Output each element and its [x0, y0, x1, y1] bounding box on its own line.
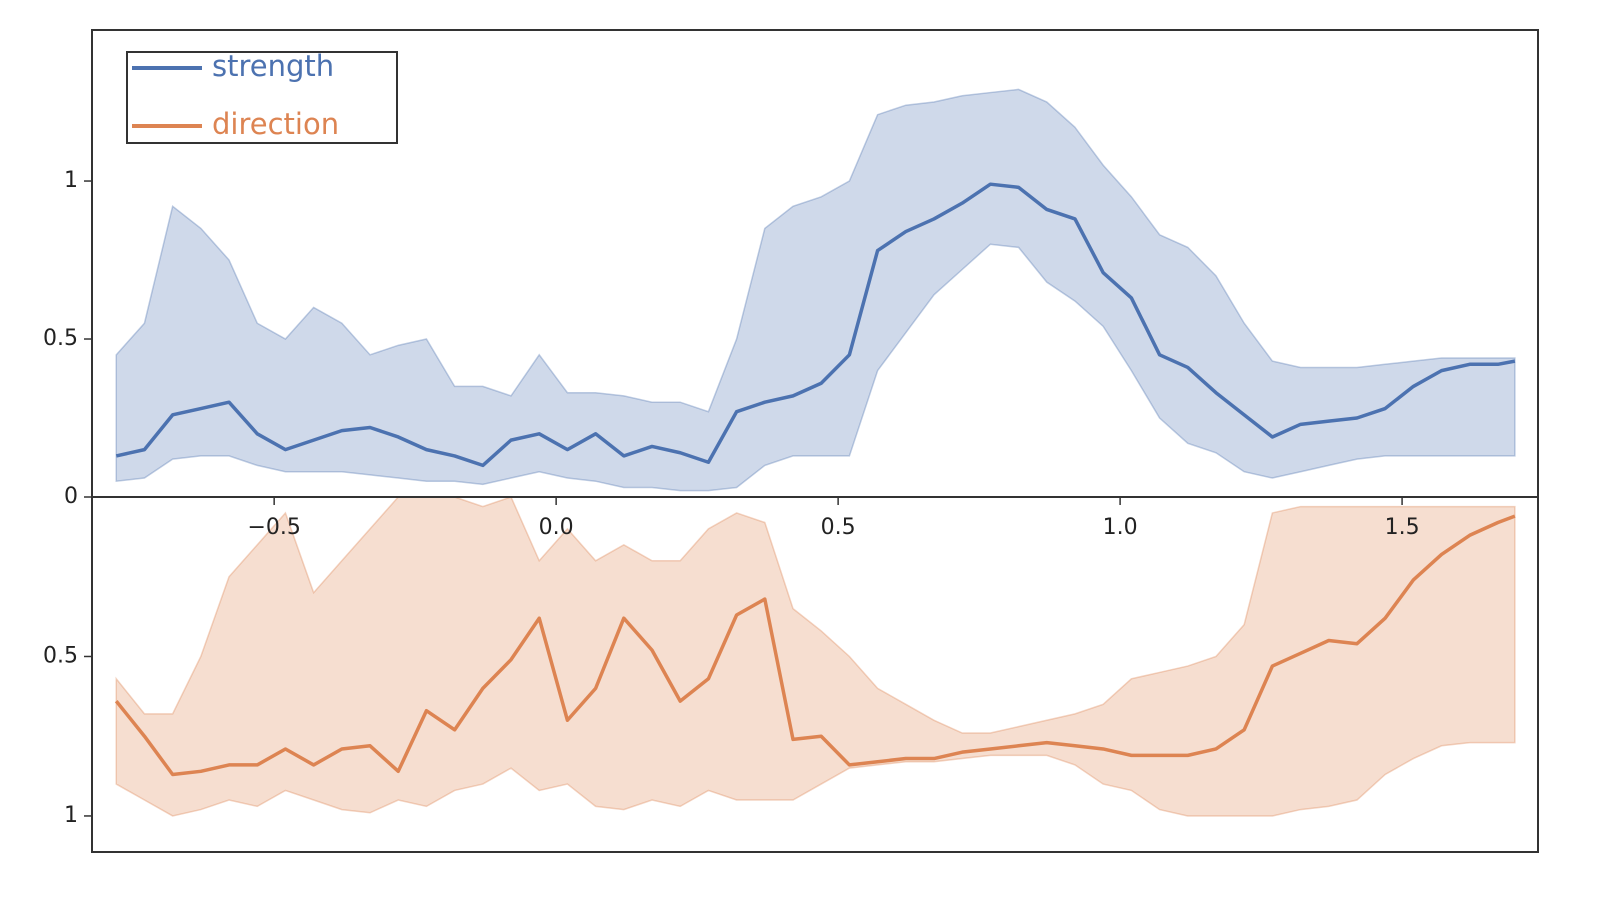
x-tick-label: −0.5 [247, 515, 300, 540]
x-tick-label: 1.5 [1385, 515, 1420, 540]
y-tick-label: 1 [64, 168, 78, 193]
y-tick-label: 1 [64, 803, 78, 828]
x-tick-label: 0.5 [821, 515, 856, 540]
line [115, 182, 1516, 468]
series-group [114, 497, 1516, 817]
confidence-band [115, 88, 1516, 492]
x-tick-label: 1.0 [1103, 515, 1138, 540]
legend-label: direction [212, 107, 339, 141]
legend-label: strength [212, 49, 334, 83]
confidence-band [115, 497, 1516, 817]
axes-frame [91, 29, 1539, 853]
series-group [115, 88, 1516, 492]
y-tick-label: 0 [64, 484, 78, 509]
y-tick-label: 0.5 [43, 326, 78, 351]
y-tick-label: 0.5 [43, 643, 78, 668]
line [114, 514, 1516, 777]
x-tick-label: 0.0 [539, 515, 574, 540]
legend: strength direction [126, 49, 398, 144]
